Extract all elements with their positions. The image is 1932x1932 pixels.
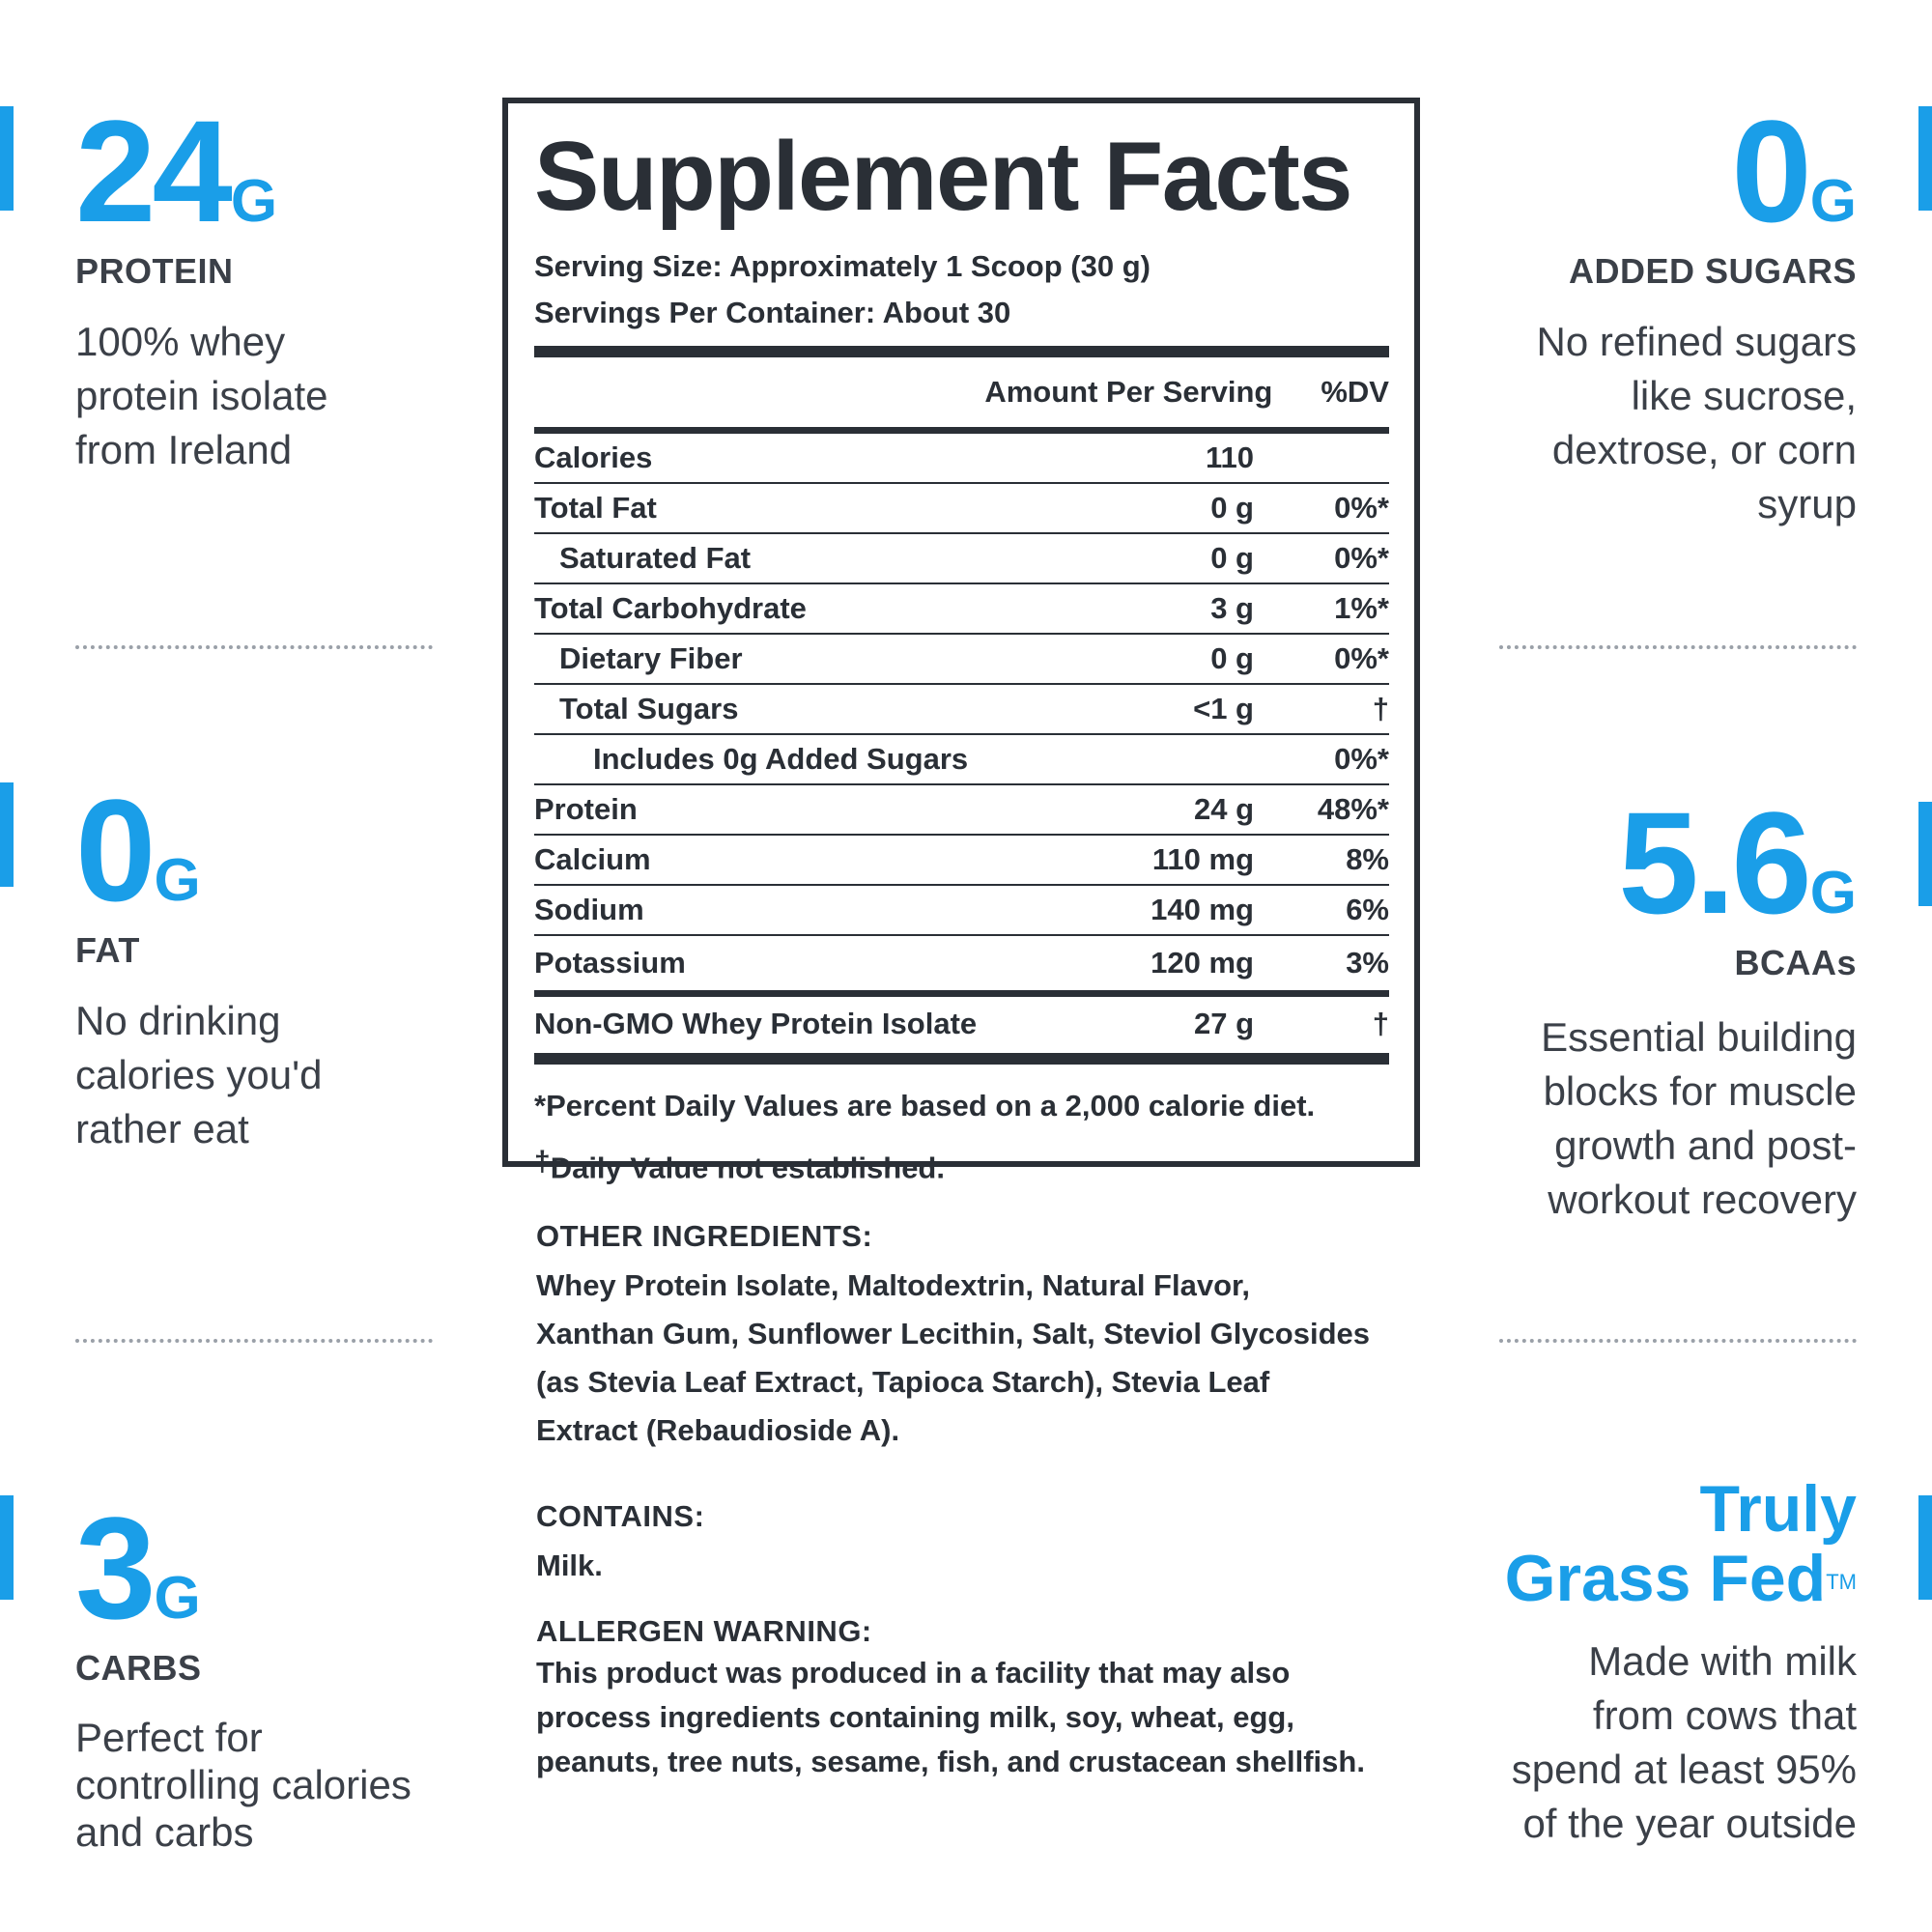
contains-section: CONTAINS: Milk.	[536, 1499, 1425, 1590]
stat-carbs-desc: Perfect for controlling calories and car…	[75, 1715, 412, 1855]
stat-added-sugars: 0G ADDED SUGARS No refined sugars like s…	[1432, 99, 1857, 531]
stat-protein-label: PROTEIN	[75, 251, 234, 291]
table-row: Includes 0g Added Sugars 0%*	[534, 735, 1389, 785]
allergen-text: This product was produced in a facility …	[536, 1656, 1365, 1778]
table-row: Saturated Fat 0 g 0%*	[534, 534, 1389, 584]
grass-fed-desc: Made with milk from cows that spend at l…	[1511, 1638, 1857, 1846]
divider-left-1	[75, 645, 433, 649]
allergen-section: ALLERGEN WARNING: This product was produ…	[536, 1614, 1425, 1784]
table-row: Sodium 140 mg 6%	[534, 886, 1389, 936]
facts-rows: Calories 110 Total Fat 0 g 0%* Saturated Fa…	[534, 434, 1389, 990]
dv-header: %DV	[1321, 375, 1389, 409]
stat-added-sugars-value: 0G	[1731, 90, 1857, 252]
grass-fed-line1: Truly	[1699, 1472, 1858, 1546]
accent-bar-left-2	[0, 782, 14, 887]
stat-grass-fed: Truly Grass FedTM Made with milk from co…	[1374, 1474, 1857, 1851]
isolate-top-rule	[534, 990, 1389, 997]
stat-carbs-label: CARBS	[75, 1648, 202, 1688]
table-row: Calories 110	[534, 434, 1389, 484]
other-ingredients: OTHER INGREDIENTS: Whey Protein Isolate,…	[536, 1219, 1425, 1455]
stat-protein-desc: 100% whey protein isolate from Ireland	[75, 319, 328, 472]
footnote-dv: *Percent Daily Values are based on a 2,0…	[534, 1089, 1316, 1122]
divider-right-1	[1499, 645, 1857, 649]
stat-fat: 0G FAT No drinking calories you'd rather…	[75, 778, 500, 1156]
table-row: Protein 24 g 48%*	[534, 785, 1389, 836]
header-rule	[534, 427, 1389, 434]
accent-bar-left-3	[0, 1495, 14, 1600]
serving-size: Serving Size: Approximately 1 Scoop (30 …	[534, 249, 1151, 283]
other-ingredients-text: Whey Protein Isolate, Maltodextrin, Natu…	[536, 1268, 1371, 1447]
stat-carbs-value: 3G	[75, 1487, 201, 1649]
accent-bar-right-1	[1918, 106, 1932, 211]
table-row: Total Fat 0 g 0%*	[534, 484, 1389, 534]
trademark-mark: TM	[1826, 1570, 1857, 1594]
stat-bcaas-value: 5.6G	[1618, 781, 1857, 944]
stat-fat-value: 0G	[75, 769, 201, 931]
contains-text: Milk.	[536, 1548, 603, 1582]
stat-fat-desc: No drinking calories you'd rather eat	[75, 998, 323, 1151]
stat-protein: 24G PROTEIN 100% whey protein isolate fr…	[75, 99, 500, 477]
servings-per-container: Servings Per Container: About 30	[534, 296, 1011, 329]
table-row: Calcium 110 mg 8%	[534, 836, 1389, 886]
divider-left-2	[75, 1339, 433, 1343]
divider-right-2	[1499, 1339, 1857, 1343]
accent-bar-right-2	[1918, 802, 1932, 906]
accent-bar-left-1	[0, 106, 14, 211]
stat-protein-value: 24G	[75, 90, 278, 252]
stat-added-sugars-label: ADDED SUGARS	[1568, 251, 1857, 291]
stat-carbs: 3G CARBS Perfect for controlling calorie…	[75, 1495, 539, 1856]
isolate-bottom-rule	[534, 1053, 1389, 1065]
allergen-heading: ALLERGEN WARNING:	[536, 1614, 872, 1648]
other-ingredients-heading: OTHER INGREDIENTS:	[536, 1219, 873, 1253]
footnotes: *Percent Daily Values are based on a 2,0…	[534, 1080, 1389, 1194]
amount-header: Amount Per Serving	[984, 375, 1273, 409]
grass-fed-line2: Grass FedTM	[1504, 1542, 1857, 1615]
stat-bcaas-label: BCAAs	[1734, 943, 1857, 982]
isolate-row: Non-GMO Whey Protein Isolate 27 g †	[534, 1007, 1389, 1040]
accent-bar-right-3	[1918, 1495, 1932, 1600]
stat-fat-label: FAT	[75, 930, 140, 970]
facts-header: Amount Per Serving %DV	[534, 357, 1389, 427]
table-row: Total Sugars <1 g †	[534, 685, 1389, 735]
panel-title: Supplement Facts	[534, 123, 1352, 231]
table-row: Total Carbohydrate 3 g 1%*	[534, 584, 1389, 635]
thick-rule	[534, 346, 1389, 357]
stat-bcaas: 5.6G BCAAs Essential building blocks for…	[1432, 790, 1857, 1227]
stat-added-sugars-desc: No refined sugars like sucrose, dextrose…	[1536, 319, 1857, 526]
footnote-dagger: †Daily Value not established.	[534, 1146, 945, 1185]
stat-bcaas-desc: Essential building blocks for muscle gro…	[1541, 1014, 1857, 1222]
supplement-facts-panel: Supplement Facts Serving Size: Approxima…	[502, 98, 1420, 1184]
contains-heading: CONTAINS:	[536, 1499, 705, 1533]
table-row: Dietary Fiber 0 g 0%*	[534, 635, 1389, 685]
table-row: Potassium 120 mg 3%	[534, 946, 1389, 980]
